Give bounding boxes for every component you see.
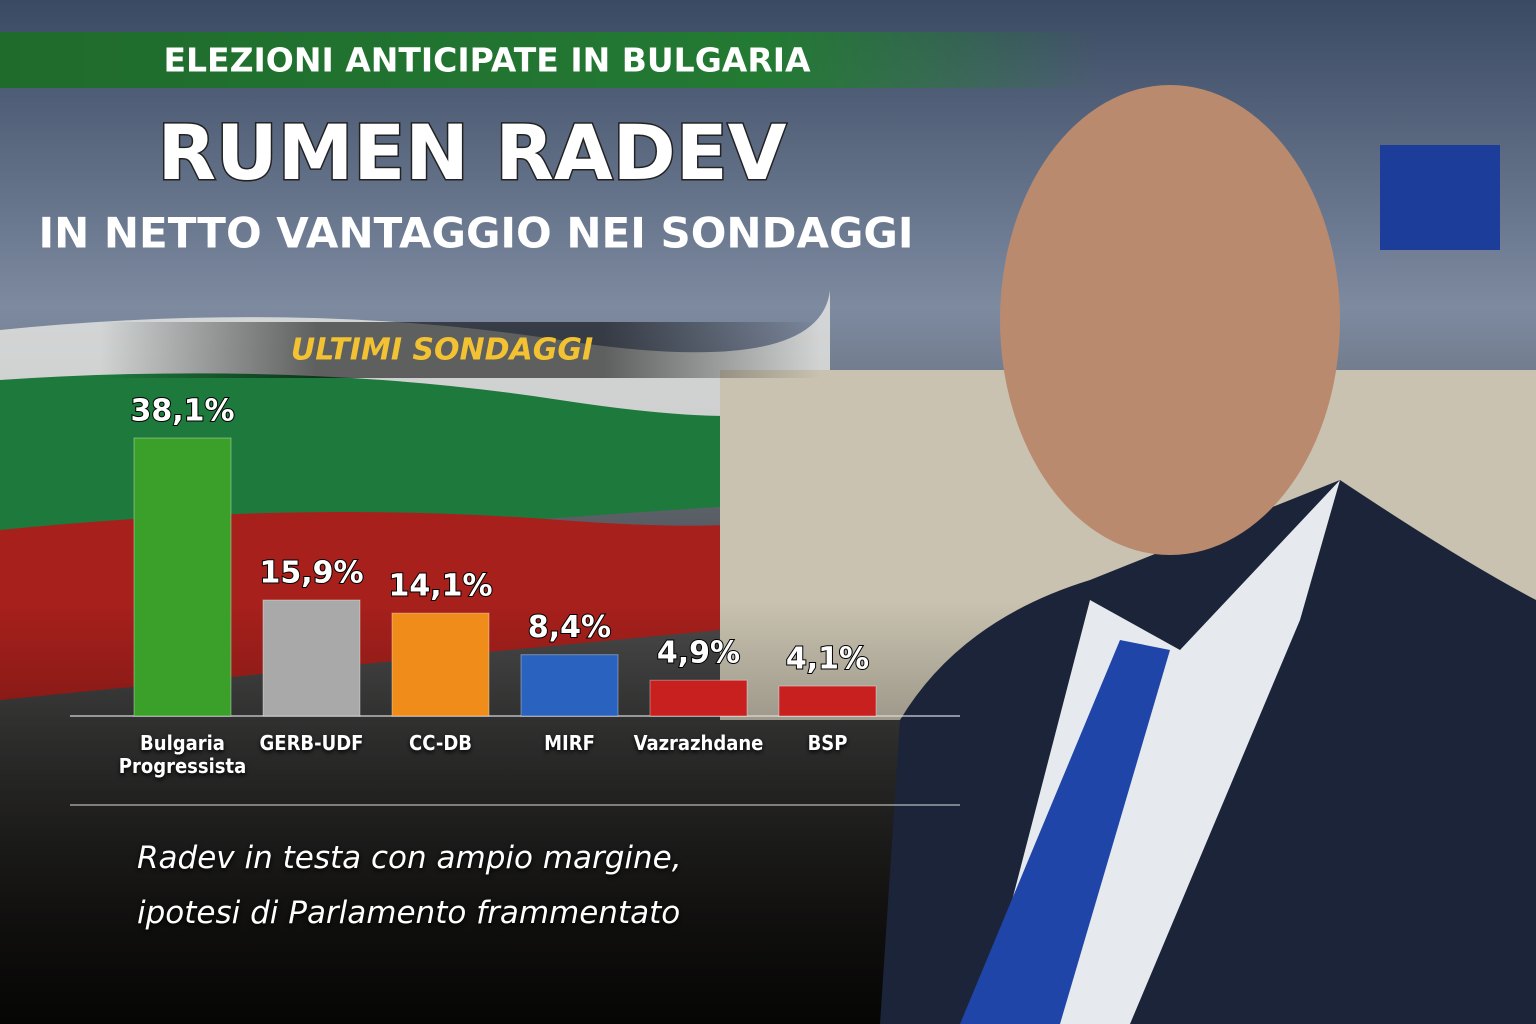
- caption: ipotesi di Parlamento frammentato: [137, 895, 681, 931]
- face: [1000, 85, 1340, 555]
- kicker-banner: [0, 32, 1100, 88]
- value-label: 14,1%: [388, 569, 492, 604]
- bar: [133, 437, 232, 717]
- value-label: 8,4%: [528, 610, 611, 645]
- subheadline: IN NETTO VANTAGGIO NEI SONDAGGI: [38, 209, 913, 258]
- value-label: 15,9%: [259, 555, 363, 590]
- bar: [520, 654, 619, 717]
- kicker: ELEZIONI ANTICIPATE IN BULGARIA: [163, 41, 811, 80]
- value-label: 38,1%: [130, 394, 234, 429]
- category-label: Vazrazhdane: [633, 731, 764, 755]
- value-label: 4,9%: [657, 636, 740, 671]
- section-band: [100, 322, 820, 378]
- category-label: CC-DB: [409, 731, 472, 755]
- category-label: GERB-UDF: [259, 731, 364, 755]
- category-label: MIRF: [544, 731, 595, 755]
- caption: Radev in testa con ampio margine,: [137, 840, 682, 876]
- value-label: 4,1%: [786, 642, 869, 677]
- bar: [391, 612, 490, 717]
- bar: [262, 599, 361, 717]
- tie: [960, 640, 1170, 1024]
- section-title: ULTIMI SONDAGGI: [291, 333, 593, 368]
- eu-flag: [1380, 145, 1500, 250]
- bar: [778, 685, 877, 717]
- category-label: Bulgaria Progressista: [118, 731, 247, 778]
- bar: [649, 679, 748, 717]
- headline: RUMEN RADEV: [157, 108, 786, 197]
- category-label: BSP: [807, 731, 848, 755]
